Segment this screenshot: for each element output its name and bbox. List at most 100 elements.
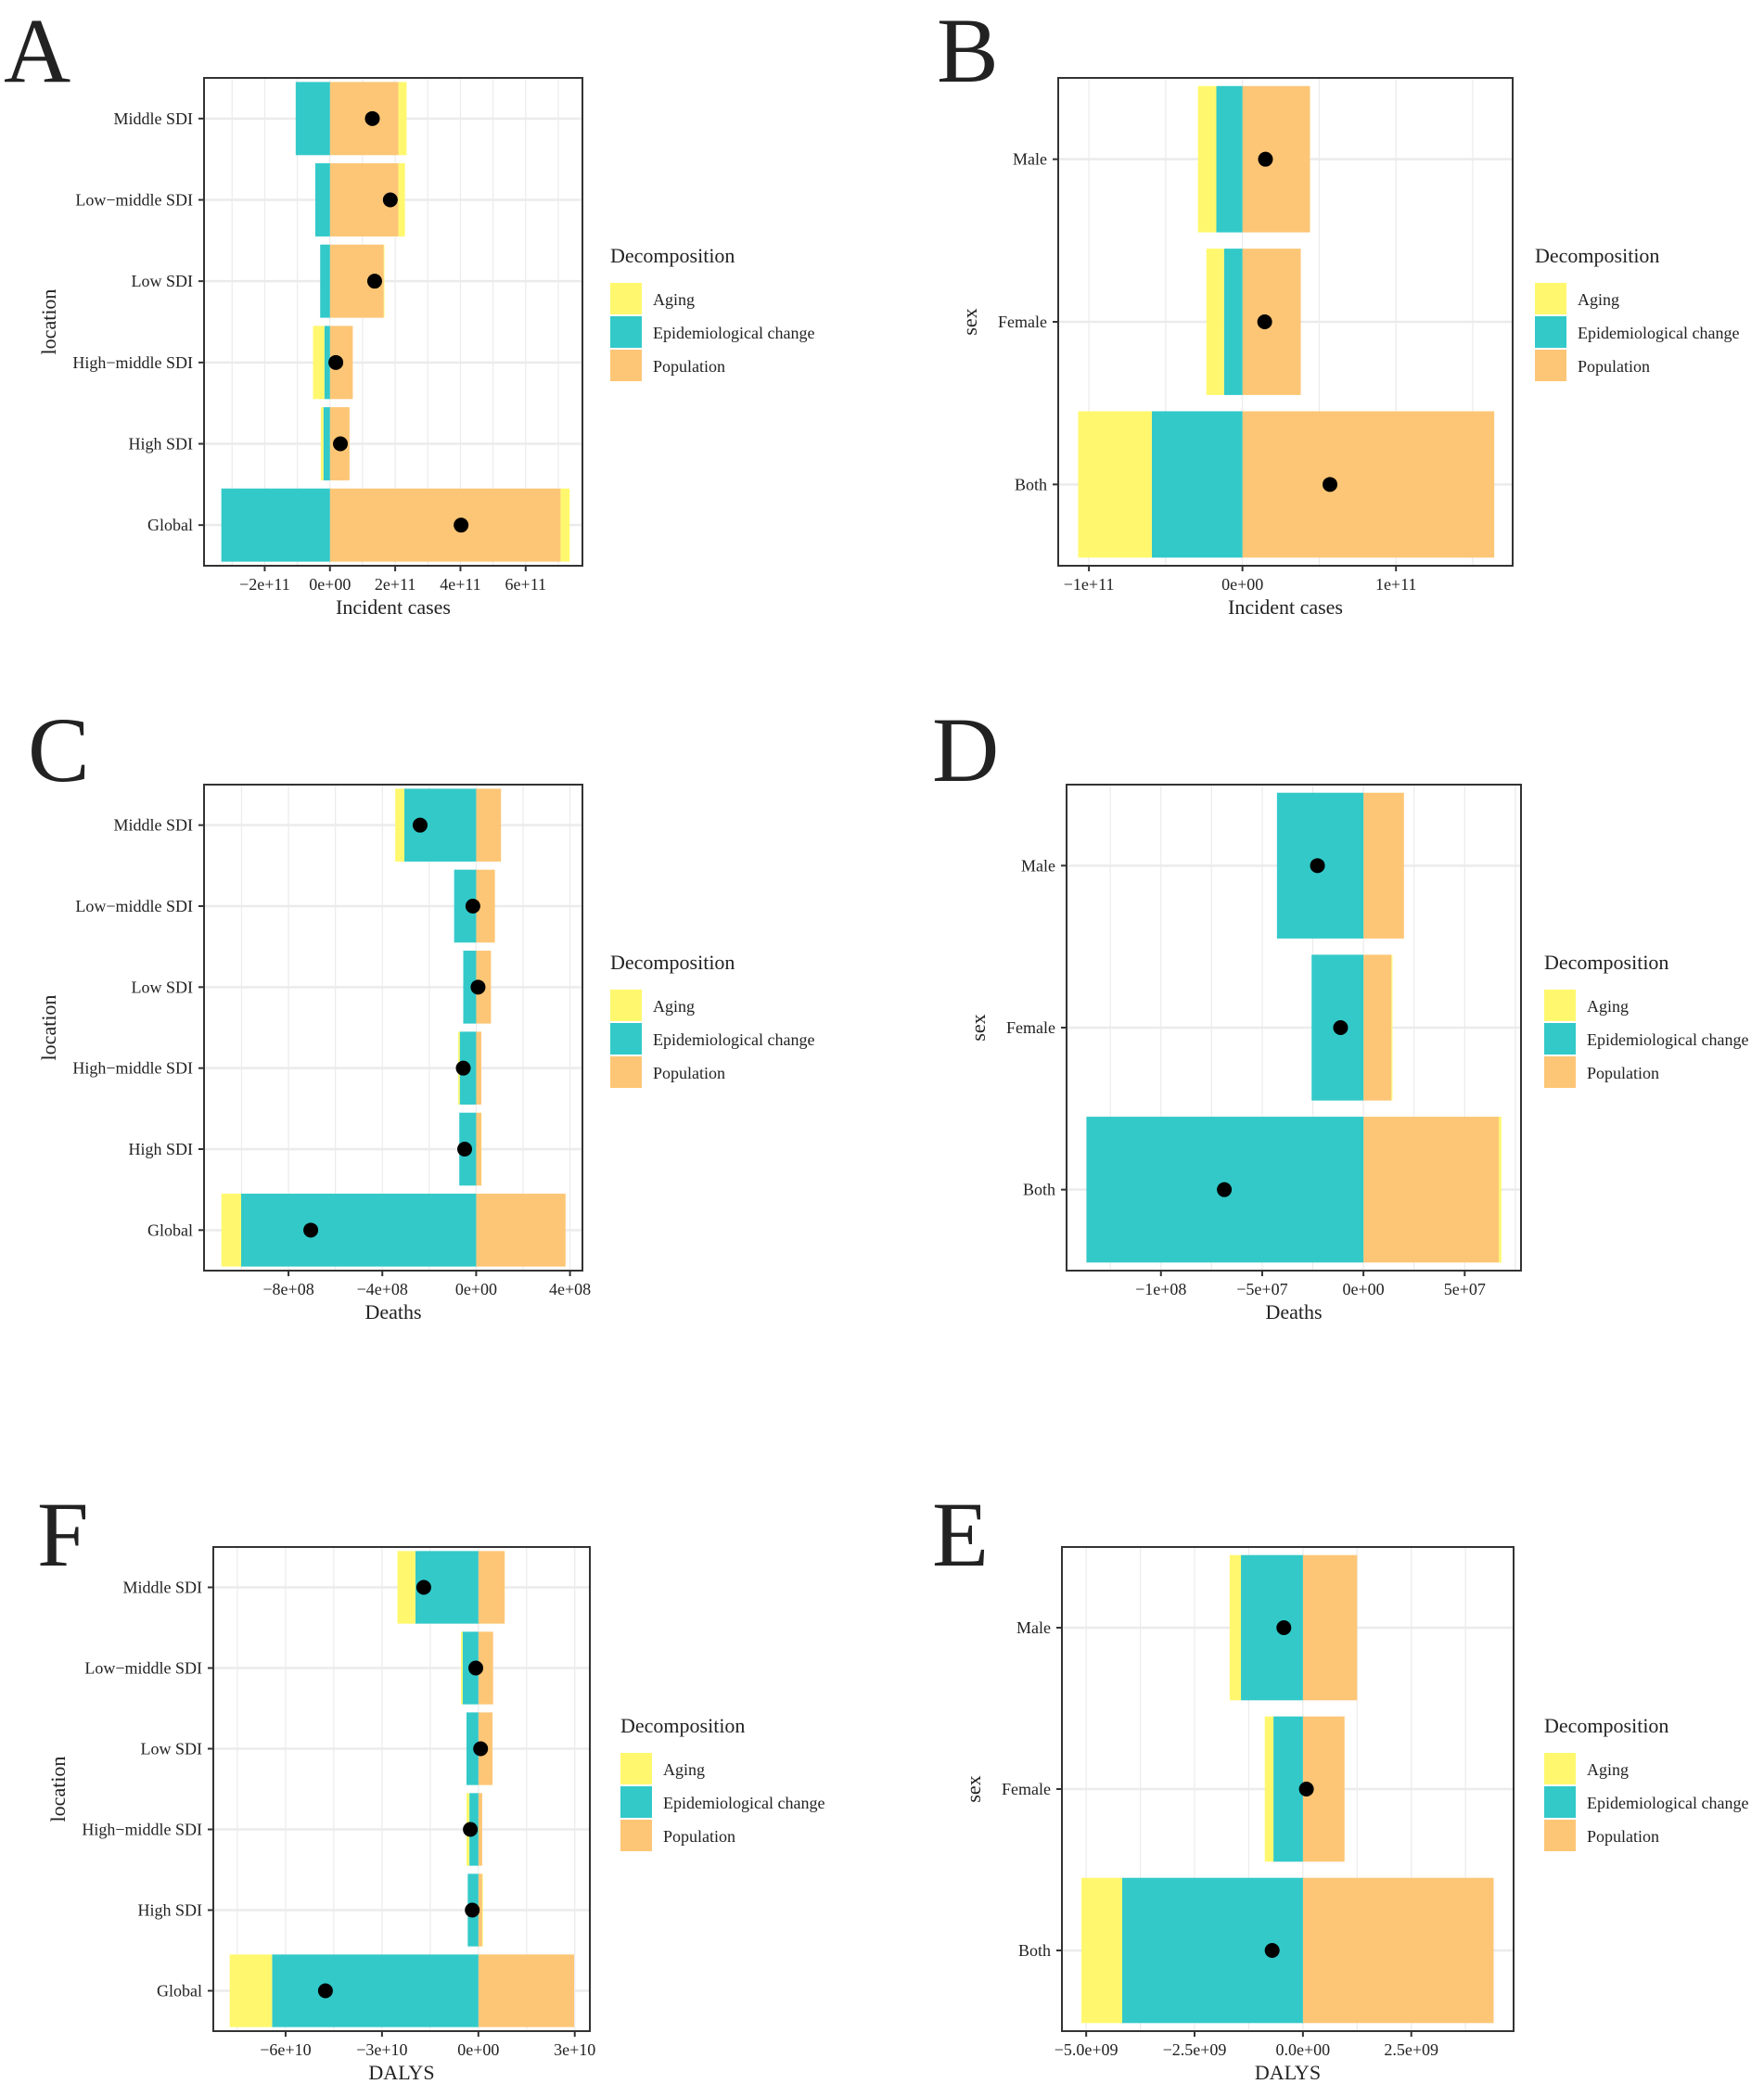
x-tick-label: 2.5e+09 <box>1384 2040 1438 2059</box>
bar-segment-population <box>1242 411 1495 558</box>
bar-segment-aging <box>1229 1554 1242 1701</box>
bar-segment-epidemiological-change <box>323 407 330 480</box>
bar-segment-aging <box>398 82 407 156</box>
legend-key-epidemiological-change <box>610 1023 642 1055</box>
total-change-point <box>1264 1943 1280 1958</box>
panel-letter: C <box>28 698 90 801</box>
x-tick-label: −5.0e+09 <box>1055 2040 1118 2059</box>
legend-label: Epidemiological change <box>663 1794 824 1812</box>
x-tick-label: −3e+10 <box>356 2040 407 2059</box>
x-tick-label: 2e+11 <box>375 575 415 594</box>
total-change-point <box>465 899 480 914</box>
bar-segment-population <box>1302 1877 1494 2024</box>
x-tick-label: 4e+11 <box>440 575 480 594</box>
y-tick-label: Middle SDI <box>123 1579 203 1597</box>
bar-segment-aging <box>397 1551 415 1624</box>
legend-key-epidemiological-change <box>1535 316 1566 348</box>
bar-segment-population <box>1363 1117 1500 1263</box>
y-axis-title: location <box>37 995 60 1061</box>
bar-segment-aging <box>1391 954 1393 1101</box>
bar-segment-population <box>476 788 502 862</box>
x-axis-title: Incident cases <box>1228 595 1343 619</box>
plot-border <box>1061 1546 1515 2032</box>
legend-key-epidemiological-change <box>1544 1786 1576 1818</box>
panel-letter: F <box>37 1483 89 1586</box>
bar-segment-epidemiological-change <box>1216 85 1243 233</box>
total-change-point <box>1276 1620 1292 1635</box>
legend-title: Decomposition <box>620 1714 745 1737</box>
total-change-point <box>455 1060 471 1076</box>
bar-segment-population <box>329 82 399 156</box>
y-tick-label: Female <box>1002 1780 1051 1798</box>
legend-label: Aging <box>663 1760 705 1779</box>
bar-segment-epidemiological-change <box>1151 411 1243 558</box>
legend-label: Epidemiological change <box>1587 1030 1748 1049</box>
total-change-point <box>1298 1782 1314 1796</box>
bar-segment-aging <box>1197 85 1217 233</box>
bar-segment-population <box>478 1873 482 1947</box>
legend-label: Aging <box>1587 997 1629 1016</box>
total-change-point <box>1258 151 1273 167</box>
bar-segment-epidemiological-change <box>320 244 330 318</box>
legend-label: Epidemiological change <box>653 1030 814 1049</box>
bar-segment-aging <box>461 1631 463 1705</box>
x-tick-label: −8e+08 <box>262 1280 313 1298</box>
total-change-point <box>1333 1020 1349 1035</box>
legend-key-epidemiological-change <box>610 316 642 348</box>
total-change-point <box>457 1142 473 1157</box>
bar-segment-population <box>476 1194 566 1267</box>
x-tick-label: 1e+11 <box>1375 575 1416 594</box>
legend-title: Decomposition <box>610 244 735 267</box>
legend-title: Decomposition <box>1544 1714 1668 1737</box>
x-tick-label: −6e+10 <box>260 2040 311 2059</box>
bar-segment-population <box>1302 1554 1358 1701</box>
y-tick-label: Global <box>147 516 193 534</box>
legend: Decomposition Aging Epidemiological change… <box>620 1714 824 1851</box>
bar-segment-aging <box>1499 1117 1502 1263</box>
y-tick-label: High−middle SDI <box>82 1821 202 1839</box>
legend-key-population <box>1535 350 1566 381</box>
plot-border <box>1057 77 1514 567</box>
bar-segment-epidemiological-change <box>314 163 330 237</box>
total-change-point <box>463 1822 479 1837</box>
legend: Decomposition Aging Epidemiological change… <box>610 951 814 1088</box>
y-tick-label: Low SDI <box>132 272 194 290</box>
total-change-point <box>328 354 344 370</box>
y-tick-label: Both <box>1018 1941 1051 1960</box>
plot-area <box>204 78 582 566</box>
bar-segment-epidemiological-change <box>240 1194 477 1267</box>
bar-segment-epidemiological-change <box>324 326 330 400</box>
bar-segment-aging <box>313 326 325 400</box>
legend-label: Population <box>653 1064 725 1082</box>
bar-segment-population <box>476 1112 481 1186</box>
total-change-point <box>473 1741 489 1757</box>
x-axis-title: DALYS <box>1255 2061 1321 2084</box>
y-tick-label: Male <box>1021 856 1055 875</box>
x-tick-label: 6e+11 <box>505 575 546 594</box>
legend-label: Population <box>1587 1064 1659 1082</box>
plot-border <box>1066 784 1522 1272</box>
legend-title: Decomposition <box>1544 951 1668 974</box>
legend-label: Aging <box>653 997 695 1016</box>
y-tick-label: Low SDI <box>132 978 194 996</box>
bar-segment-aging <box>481 1873 483 1947</box>
x-tick-label: 4e+08 <box>549 1280 591 1298</box>
bar-segment-population <box>476 869 495 943</box>
bar-segment-population <box>478 1954 575 2027</box>
legend-label: Epidemiological change <box>653 324 814 342</box>
bar-segment-epidemiological-change <box>463 951 477 1024</box>
x-tick-label: 0e+00 <box>1343 1280 1385 1298</box>
x-tick-label: −1e+11 <box>1064 575 1115 594</box>
y-tick-label: Male <box>1016 1618 1051 1637</box>
x-axis-title: Incident cases <box>336 595 451 619</box>
legend-key-population <box>610 350 642 381</box>
panel-f: F Middle SDI Low−middle SDI Low SDI High−mid… <box>37 1483 824 2084</box>
panel-letter: A <box>4 0 70 102</box>
y-tick-label: Low−middle SDI <box>75 191 193 210</box>
total-change-point <box>454 518 469 533</box>
bar-segment-epidemiological-change <box>1223 249 1243 395</box>
total-change-point <box>415 1579 431 1595</box>
bar-segment-aging <box>395 788 405 862</box>
legend-key-population <box>620 1820 652 1851</box>
